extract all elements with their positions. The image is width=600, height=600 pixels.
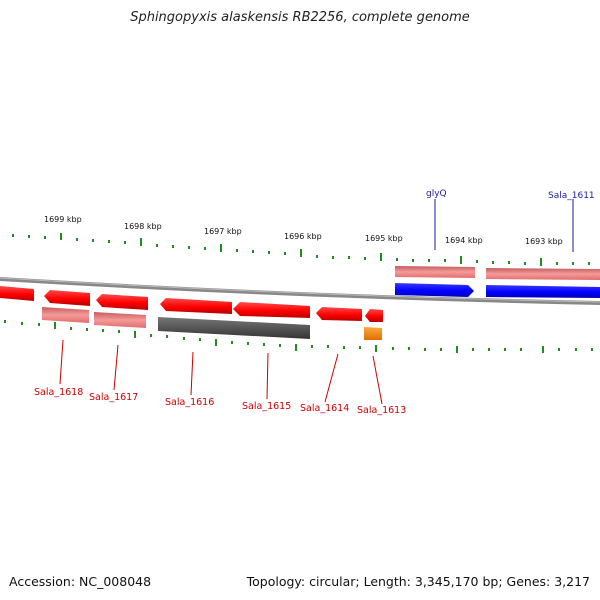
scale-label: 1697 kbp <box>204 227 242 236</box>
gene-label-glyq: glyQ <box>426 189 447 199</box>
gene-feature <box>364 327 382 340</box>
scale-labels: 1699 kbp 1698 kbp 1697 kbp 1696 kbp 1695… <box>44 215 563 246</box>
gene-label-sala-1614: Sala_1614 <box>300 403 349 414</box>
scale-label: 1698 kbp <box>124 222 162 231</box>
gene-feature <box>486 268 600 280</box>
scale-label: 1694 kbp <box>445 236 483 245</box>
genome-summary: Topology: circular; Length: 3,345,170 bp… <box>246 574 590 589</box>
forward-gene-labels: glyQ Sala_1611 <box>426 189 595 252</box>
gene-feature <box>486 285 600 298</box>
gene-feature <box>395 283 474 297</box>
gene-feature <box>316 307 362 321</box>
gene-feature <box>44 290 90 306</box>
reverse-gene-labels: Sala_1618 Sala_1617 Sala_1616 Sala_1615 … <box>34 339 406 416</box>
outer-scale-ticks <box>12 233 590 266</box>
inner-features <box>42 307 382 340</box>
gene-feature <box>158 317 310 339</box>
scale-label: 1693 kbp <box>525 237 563 246</box>
gene-feature <box>365 309 383 322</box>
scale-label: 1695 kbp <box>365 234 403 243</box>
gene-label-sala-1618: Sala_1618 <box>34 387 83 398</box>
reverse-genes <box>0 286 383 322</box>
gene-feature <box>42 307 89 323</box>
gene-feature <box>96 294 148 310</box>
gene-feature <box>395 266 475 278</box>
gene-label-sala-1617: Sala_1617 <box>89 392 138 403</box>
scale-label: 1699 kbp <box>44 215 82 224</box>
gene-feature <box>160 298 232 314</box>
gene-feature <box>0 286 34 301</box>
gene-label-sala-1613: Sala_1613 <box>357 405 406 416</box>
scale-label: 1696 kbp <box>284 232 322 241</box>
gene-label-sala-1611: Sala_1611 <box>548 191 595 201</box>
genome-backbone <box>0 277 600 305</box>
gene-feature <box>233 302 310 318</box>
gene-label-sala-1615: Sala_1615 <box>242 401 291 412</box>
forward-genes <box>395 266 600 298</box>
page-title: Sphingopyxis alaskensis RB2256, complete… <box>130 10 470 25</box>
accession-text: Accession: NC_008048 <box>9 574 152 589</box>
inner-scale-ticks <box>4 320 593 353</box>
gene-label-sala-1616: Sala_1616 <box>165 397 214 408</box>
gene-feature <box>94 312 146 328</box>
